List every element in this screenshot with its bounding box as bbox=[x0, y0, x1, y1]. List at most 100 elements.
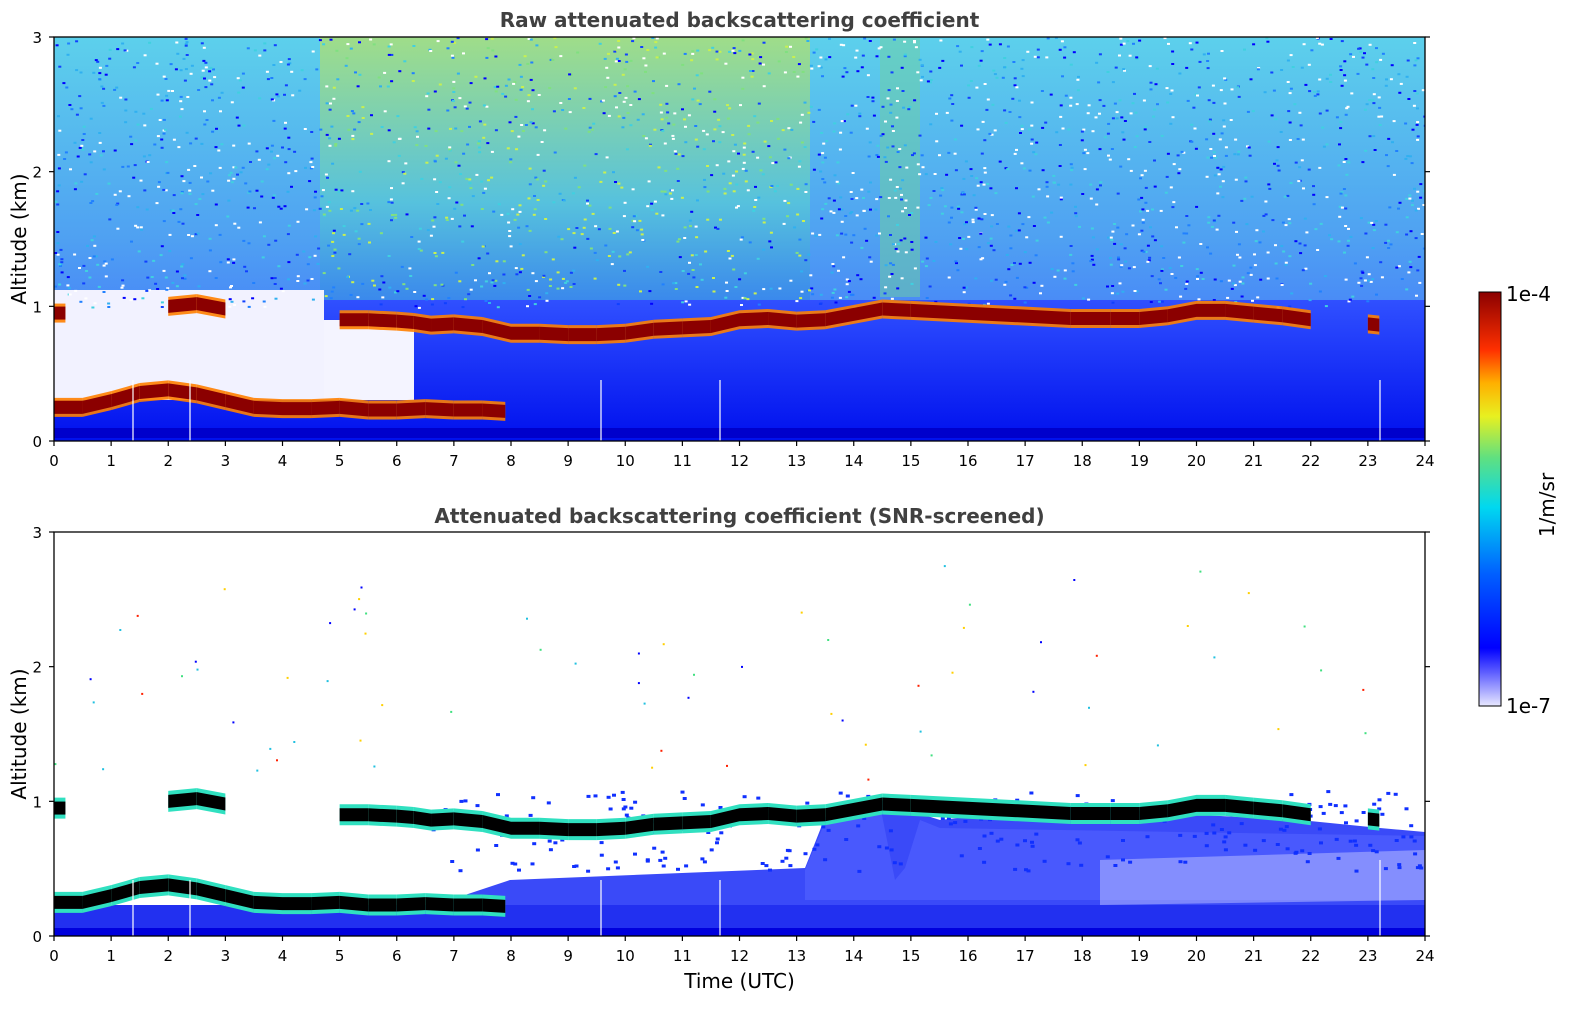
noise-pixel bbox=[162, 220, 166, 223]
noise-pixel bbox=[1392, 120, 1396, 123]
noise-pixel bbox=[1058, 165, 1062, 167]
noise-pixel bbox=[1234, 138, 1238, 141]
noise-pixel bbox=[1233, 284, 1237, 287]
noise-pixel bbox=[1153, 185, 1157, 188]
noise-pixel bbox=[1160, 245, 1164, 248]
noise-pixel bbox=[860, 188, 864, 191]
noise-pixel bbox=[412, 45, 416, 47]
noise-pixel bbox=[976, 184, 980, 187]
noise-pixel bbox=[1384, 223, 1388, 226]
noise-pixel bbox=[121, 165, 125, 168]
noise-pixel bbox=[57, 153, 61, 156]
noise-pixel bbox=[1395, 266, 1399, 269]
screened-aerosol-pixel bbox=[1227, 831, 1232, 835]
noise-pixel bbox=[629, 104, 633, 106]
screened-aerosol-pixel bbox=[1321, 811, 1326, 815]
noise-pixel bbox=[175, 41, 179, 44]
noise-pixel bbox=[208, 70, 212, 73]
noise-pixel bbox=[283, 93, 286, 96]
layer-segment bbox=[311, 400, 340, 416]
noise-pixel bbox=[817, 108, 821, 111]
noise-pixel bbox=[654, 46, 658, 49]
noise-pixel bbox=[1408, 194, 1412, 197]
noise-pixel bbox=[1416, 190, 1420, 193]
noise-pixel bbox=[1163, 37, 1167, 40]
noise-pixel bbox=[652, 80, 655, 83]
noise-pixel bbox=[822, 142, 826, 145]
noise-pixel bbox=[510, 130, 514, 133]
screened-aerosol-pixel bbox=[599, 841, 604, 845]
noise-pixel bbox=[674, 282, 678, 285]
layer-segment bbox=[511, 821, 540, 835]
noise-pixel bbox=[956, 205, 960, 208]
layer-segment bbox=[882, 302, 911, 317]
noise-pixel bbox=[1316, 93, 1320, 96]
noise-pixel bbox=[198, 198, 202, 200]
noise-pixel bbox=[1230, 88, 1234, 91]
noise-pixel bbox=[1368, 135, 1372, 138]
noise-pixel bbox=[741, 39, 745, 42]
noise-pixel bbox=[741, 296, 745, 299]
screened-aerosol-pixel bbox=[621, 807, 626, 811]
noise-pixel bbox=[453, 106, 457, 109]
noise-pixel bbox=[941, 189, 945, 192]
noise-pixel bbox=[1222, 165, 1226, 168]
noise-pixel bbox=[949, 243, 953, 246]
noise-pixel bbox=[744, 169, 748, 172]
noise-pixel bbox=[782, 222, 786, 225]
noise-pixel bbox=[262, 235, 266, 238]
noise-pixel bbox=[238, 79, 242, 82]
screened-x-tick-label: 9 bbox=[563, 947, 573, 965]
screened-aerosol-pixel bbox=[475, 804, 480, 808]
noise-pixel bbox=[305, 208, 309, 211]
noise-pixel bbox=[1365, 63, 1369, 66]
noise-pixel bbox=[884, 160, 888, 163]
noise-pixel bbox=[1067, 128, 1071, 131]
noise-pixel bbox=[1009, 247, 1013, 250]
noise-pixel bbox=[732, 190, 736, 193]
noise-pixel bbox=[361, 106, 365, 109]
noise-pixel bbox=[351, 134, 355, 137]
noise-pixel bbox=[501, 92, 505, 95]
noise-pixel bbox=[1071, 262, 1075, 265]
noise-pixel bbox=[98, 72, 102, 75]
noise-pixel bbox=[751, 70, 755, 72]
noise-pixel bbox=[565, 280, 569, 283]
noise-pixel bbox=[113, 193, 117, 196]
noise-pixel bbox=[182, 180, 186, 183]
noise-pixel bbox=[211, 189, 215, 192]
noise-pixel bbox=[1148, 256, 1152, 259]
noise-pixel bbox=[139, 226, 143, 229]
noise-pixel bbox=[79, 71, 83, 74]
raw-x-tick-label: 21 bbox=[1244, 452, 1263, 470]
noise-pixel bbox=[334, 144, 338, 147]
noise-pixel bbox=[730, 254, 734, 257]
noise-pixel bbox=[1111, 81, 1115, 84]
noise-pixel bbox=[66, 53, 70, 56]
noise-pixel bbox=[450, 40, 454, 43]
screened-x-tick-label: 14 bbox=[844, 947, 863, 965]
screened-aerosol-pixel bbox=[857, 869, 862, 873]
noise-pixel bbox=[800, 290, 804, 293]
noise-pixel bbox=[954, 169, 958, 172]
noise-pixel bbox=[494, 90, 498, 93]
noise-pixel bbox=[572, 232, 576, 235]
noise-pixel bbox=[372, 43, 376, 46]
screened-x-tick-label: 8 bbox=[506, 947, 516, 965]
noise-pixel bbox=[1300, 159, 1304, 162]
noise-pixel bbox=[528, 167, 532, 170]
noise-pixel bbox=[531, 89, 535, 92]
noise-pixel bbox=[1095, 203, 1099, 206]
noise-pixel bbox=[572, 269, 576, 272]
noise-pixel bbox=[696, 199, 699, 202]
noise-pixel bbox=[941, 59, 945, 62]
noise-pixel bbox=[200, 142, 204, 145]
noise-pixel bbox=[529, 78, 533, 81]
noise-pixel bbox=[435, 154, 439, 157]
layer-segment bbox=[54, 400, 83, 414]
noise-pixel bbox=[894, 196, 898, 199]
layer-segment bbox=[453, 317, 483, 334]
noise-pixel bbox=[358, 170, 362, 173]
noise-pixel bbox=[1312, 203, 1316, 206]
noise-pixel bbox=[56, 203, 60, 206]
